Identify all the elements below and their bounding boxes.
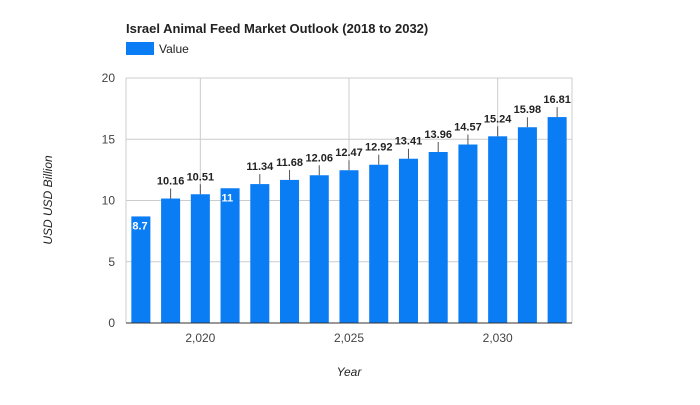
data-label: 14.57	[454, 122, 482, 134]
data-label: 10.51	[187, 171, 215, 183]
bar[interactable]	[161, 198, 181, 323]
legend[interactable]: Value	[126, 42, 189, 56]
data-label: 16.81	[543, 94, 571, 106]
data-label: 13.41	[395, 136, 423, 148]
x-tick-label: 2,020	[185, 331, 215, 345]
bar[interactable]	[458, 144, 478, 323]
y-tick-label: 20	[102, 71, 116, 85]
y-axis-ticks: 0 5 10 15 20	[102, 71, 116, 330]
y-tick-label: 15	[102, 132, 116, 146]
bar[interactable]	[280, 179, 300, 323]
y-axis-label: USD USD Billion	[41, 155, 55, 245]
x-tick-label: 2,025	[334, 331, 364, 345]
data-label: 11.68	[276, 157, 303, 169]
bar[interactable]	[398, 158, 418, 323]
bar[interactable]	[428, 151, 448, 323]
data-label: 13.96	[424, 129, 452, 141]
x-axis-label: Year	[337, 365, 363, 379]
bar[interactable]	[339, 170, 359, 323]
data-label: 11.34	[246, 161, 274, 173]
data-labels: 8.7 10.16 10.51 11 11.34 11.68 12.06 12.47 12.92…	[132, 94, 571, 232]
y-tick-label: 0	[108, 316, 115, 330]
data-label: 15.98	[514, 104, 542, 116]
chart-title: Israel Animal Feed Market Outlook (2018 …	[126, 21, 428, 36]
bar[interactable]	[517, 127, 537, 324]
bar[interactable]	[220, 188, 240, 323]
data-label: 8.7	[132, 220, 147, 232]
bar[interactable]	[309, 175, 329, 323]
bar[interactable]	[131, 216, 151, 323]
bar[interactable]	[250, 184, 270, 323]
data-label: 12.06	[306, 152, 334, 164]
bar[interactable]	[488, 136, 508, 323]
data-label: 12.47	[335, 147, 363, 159]
x-axis-ticks: 2,020 2,025 2,030	[185, 331, 513, 345]
legend-label: Value	[159, 42, 189, 56]
legend-swatch	[126, 42, 154, 55]
bars	[131, 107, 567, 324]
bar[interactable]	[547, 117, 567, 323]
y-tick-label: 5	[108, 255, 115, 269]
data-label: 15.24	[484, 113, 512, 125]
data-label: 11	[222, 192, 234, 204]
y-tick-label: 10	[102, 194, 116, 208]
bar[interactable]	[369, 164, 389, 323]
data-label: 10.16	[157, 176, 185, 188]
data-label: 12.92	[365, 142, 393, 154]
bar[interactable]	[190, 194, 210, 323]
x-tick-label: 2,030	[483, 331, 513, 345]
